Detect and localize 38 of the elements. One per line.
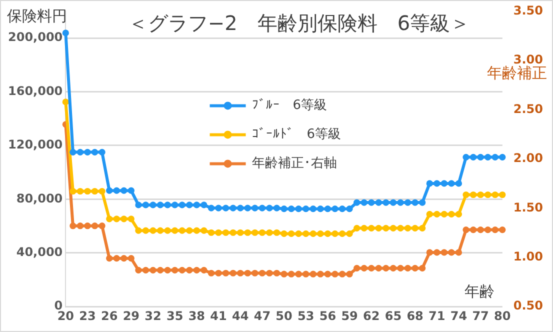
x-tick-label: 23 [79,308,96,323]
x-tick-label: 77 [472,308,489,323]
x-tick-label: 65 [384,308,402,323]
x-tick-label: 35 [166,308,184,323]
y-tick-label: 40,000 [16,245,63,260]
y-tick-label: 120,000 [8,138,63,152]
x-tick-label: 38 [188,308,206,323]
x-axis-title: 年齢 [464,282,494,300]
y2-tick-label: 0.50 [513,298,543,313]
y2-tick-label: 1.50 [513,200,543,214]
chart-title: ＜グラフ−2 年齢別保険料 6等級＞ [128,11,470,36]
x-tick-label: 80 [494,308,511,323]
x-tick-label: 68 [406,308,424,323]
y2-tick-label: 3.50 [513,3,543,18]
x-tick-label: 44 [232,308,249,323]
x-tick-label: 20 [57,308,74,323]
x-tick-label: 71 [428,308,446,323]
x-tick-label: 74 [450,308,468,323]
legend-label: 年齢補正･右軸 [252,156,337,172]
x-tick-label: 47 [254,308,271,323]
y-axis-title: 保険料円 [7,6,67,25]
x-tick-label: 53 [298,308,314,323]
x-tick-label: 62 [363,308,380,323]
x-tick-label: 29 [122,308,140,323]
y2-tick-label: 1.00 [513,249,543,264]
legend-label: ﾌﾞﾙｰ 6等級 [252,98,328,114]
y-tick-label: 160,000 [8,84,63,98]
y-tick-label: 200,000 [8,30,63,44]
x-tick-label: 59 [341,308,358,323]
x-tick-label: 32 [144,308,162,323]
x-tick-label: 26 [100,308,118,323]
x-tick-label: 56 [319,308,336,323]
y2-tick-label: 2.50 [513,102,543,116]
y2-tick-label: 2.00 [513,151,543,166]
x-tick-label: 41 [210,308,227,323]
y-tick-label: 80,000 [16,191,63,206]
legend-label: ｺﾞｰﾙﾄﾞ 6等級 [252,127,342,142]
x-tick-label: 50 [276,308,292,323]
